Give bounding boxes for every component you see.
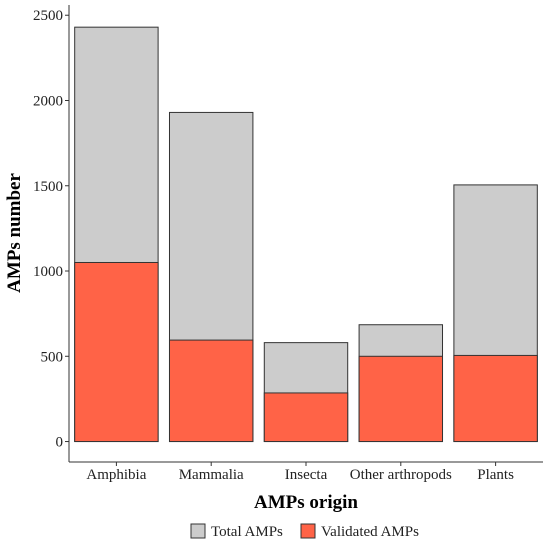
legend-label-validated: Validated AMPs [321, 524, 419, 540]
legend-swatch-validated [300, 523, 316, 539]
bar-validated-amps [74, 261, 159, 443]
bar-validated-amps [263, 392, 349, 443]
y-axis-title: AMPs number [4, 173, 25, 293]
x-tick-label: Mammalia [179, 467, 244, 483]
y-tick-label: 2500 [33, 8, 63, 24]
x-axis-title: AMPs origin [254, 492, 358, 513]
bars-group [74, 26, 538, 443]
y-tick-label: 0 [56, 435, 64, 451]
x-tick-label: Insecta [285, 467, 328, 483]
legend-label-total: Total AMPs [211, 524, 283, 540]
bar-validated-amps [453, 354, 538, 443]
x-tick-label: Other arthropods [350, 467, 452, 483]
y-tick-label: 2000 [33, 93, 63, 109]
y-tick-label: 1500 [33, 179, 63, 195]
x-tick-label: Amphibia [86, 467, 146, 483]
bar-validated-amps [168, 339, 254, 443]
y-ticks: 0 500 1000 1500 2000 2500 [33, 8, 69, 451]
y-tick-label: 1000 [33, 264, 63, 280]
legend: Total AMPs Validated AMPs [190, 523, 419, 540]
bar-validated-amps [358, 355, 444, 443]
legend-swatch-total [190, 523, 206, 539]
y-tick-label: 500 [41, 349, 64, 365]
x-tick-label: Plants [477, 467, 514, 483]
x-ticks: Amphibia Mammalia Insecta Other arthropods P… [86, 462, 514, 483]
